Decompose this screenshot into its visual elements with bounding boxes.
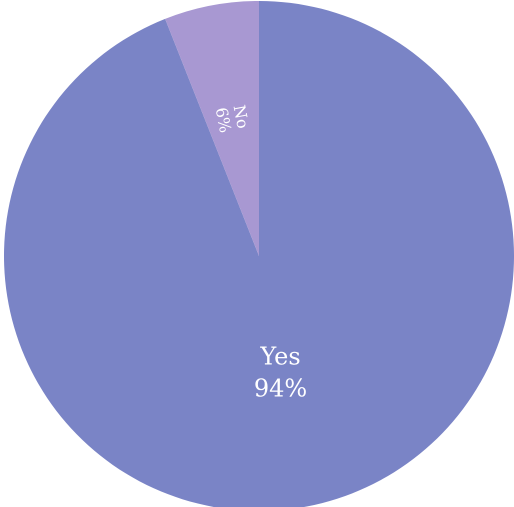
pie-slice-yes	[4, 1, 514, 507]
slice-label-group-yes: Yes 94%	[254, 343, 307, 403]
slice-label-group-no: No6%	[212, 103, 253, 135]
slice-category-label: No	[230, 103, 253, 130]
pie-slices	[4, 1, 514, 507]
pie-slice-no	[165, 1, 259, 256]
slice-percent-label: 6%	[212, 106, 235, 135]
pie-labels: Yes 94% No6%	[212, 103, 307, 403]
slice-category-label: Yes	[259, 343, 300, 371]
slice-percent-label: 94%	[254, 375, 307, 403]
